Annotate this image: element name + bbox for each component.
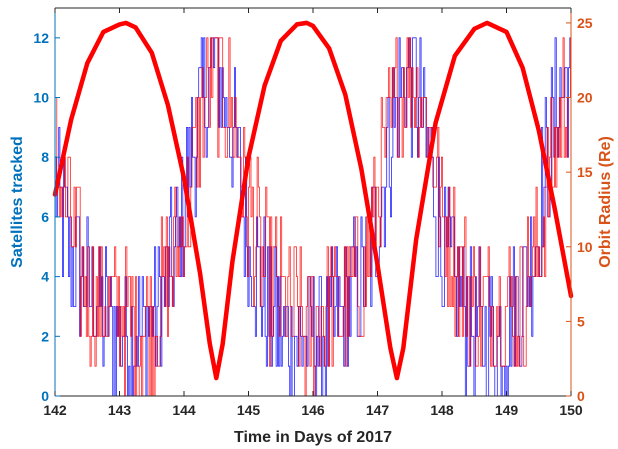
right-axis-ticks: 0 5 10 15 20 25 — [566, 15, 593, 404]
left-tick-label: 4 — [41, 269, 49, 285]
left-tick-label: 10 — [33, 90, 49, 106]
right-tick-label: 15 — [577, 164, 593, 180]
satellite-count-trace — [55, 37, 571, 397]
left-tick-label: 8 — [41, 149, 49, 165]
x-tick-label: 150 — [559, 402, 583, 418]
galileo-satellites-series — [55, 37, 571, 397]
x-tick-label: 147 — [366, 402, 390, 418]
x-axis-ticks: 142 143 144 145 146 147 148 149 150 — [43, 8, 583, 418]
x-axis-title: Time in Days of 2017 — [234, 429, 392, 446]
x-tick-label: 144 — [172, 402, 196, 418]
left-tick-label: 2 — [41, 328, 49, 344]
right-tick-label: 0 — [577, 388, 585, 404]
x-tick-label: 142 — [43, 402, 67, 418]
right-tick-label: 5 — [577, 313, 585, 329]
left-tick-label: 0 — [41, 388, 49, 404]
left-axis-title: Satellites tracked — [9, 136, 26, 268]
right-tick-label: 10 — [577, 239, 593, 255]
right-tick-label: 20 — [577, 90, 593, 106]
left-tick-label: 6 — [41, 209, 49, 225]
x-tick-label: 143 — [108, 402, 132, 418]
right-axis-title: Orbit Radius (Re) — [597, 136, 614, 268]
left-tick-label: 12 — [33, 30, 49, 46]
x-tick-label: 145 — [237, 402, 261, 418]
left-axis-ticks: 0 2 4 6 8 10 12 — [33, 30, 60, 404]
orbit-radius-line — [52, 20, 574, 381]
x-tick-label: 146 — [301, 402, 325, 418]
x-tick-label: 149 — [495, 402, 519, 418]
right-tick-label: 25 — [577, 15, 593, 31]
x-tick-label: 148 — [430, 402, 454, 418]
